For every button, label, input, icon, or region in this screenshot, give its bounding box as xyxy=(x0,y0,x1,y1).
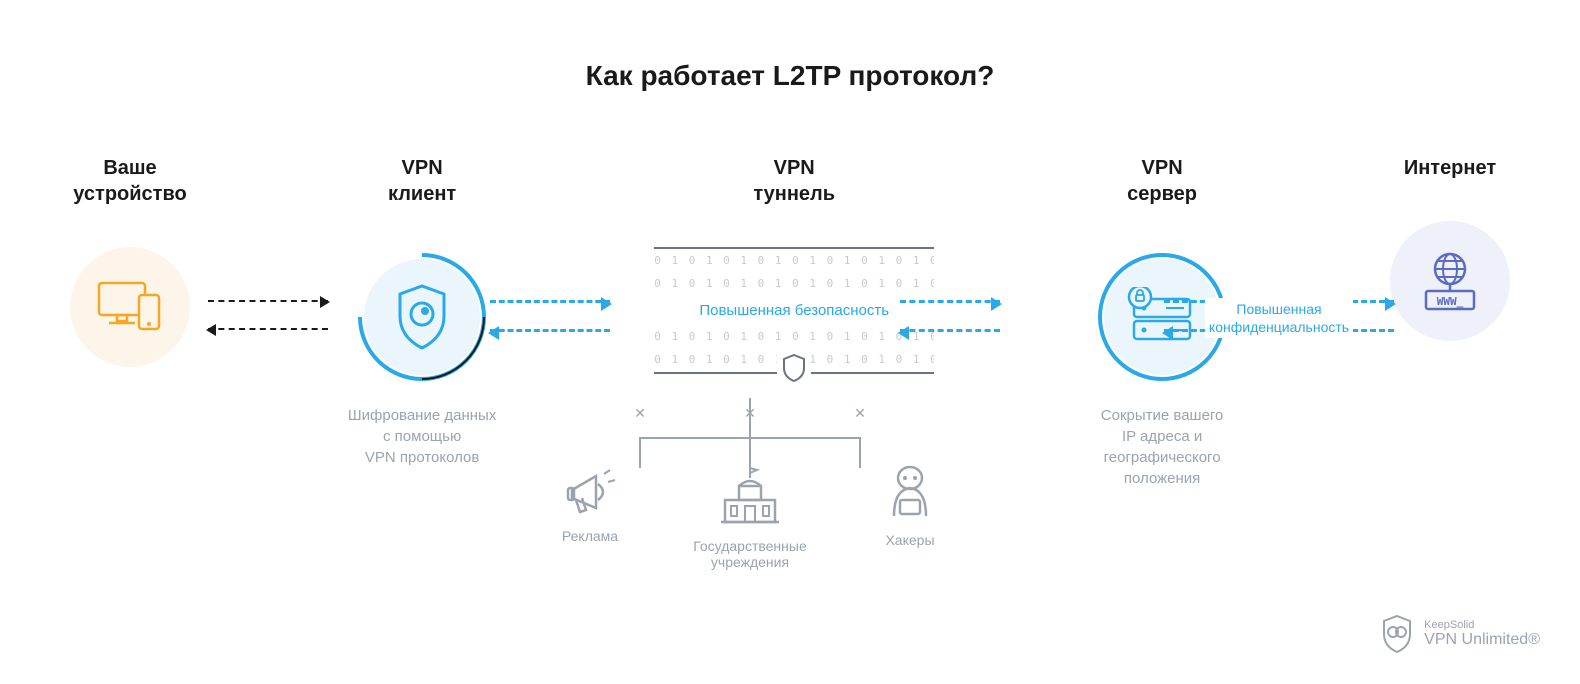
threat-gov: Государственные учреждения xyxy=(693,460,807,570)
node-client: VPN клиент Шифрование данных с помощью V… xyxy=(348,155,496,468)
diagram-title: Как работает L2TP протокол? xyxy=(0,0,1580,92)
tunnel-shield-icon xyxy=(777,353,811,388)
node-device-label: Ваше устройство xyxy=(73,155,186,207)
svg-text:WWW_: WWW_ xyxy=(1437,295,1464,308)
watermark-shield-icon xyxy=(1380,614,1414,654)
node-tunnel: VPN туннель 0 1 0 1 0 1 0 1 0 1 0 1 0 1 … xyxy=(654,155,934,374)
arrows-client-tunnel xyxy=(490,300,610,332)
tunnel-box: 0 1 0 1 0 1 0 1 0 1 0 1 0 1 0 1 0 1 0 0 … xyxy=(654,247,934,374)
threat-ads: Реклама xyxy=(560,460,620,570)
threat-hackers-label: Хакеры xyxy=(885,532,934,548)
threat-gov-label: Государственные учреждения xyxy=(693,538,807,570)
node-tunnel-label: VPN туннель xyxy=(753,155,835,207)
threats-row: Реклама Государственные учреждения Хакер… xyxy=(560,460,940,570)
node-device: Ваше устройство xyxy=(70,155,190,367)
watermark-product: VPN Unlimited® xyxy=(1424,631,1540,649)
watermark: KeepSolid VPN Unlimited® xyxy=(1380,614,1540,654)
client-icon xyxy=(352,247,492,387)
device-icon xyxy=(70,247,190,367)
tunnel-mid-label: Повышенная безопасность xyxy=(654,296,934,325)
tunnel-binary-top: 0 1 0 1 0 1 0 1 0 1 0 1 0 1 0 1 0 1 0 xyxy=(654,249,934,272)
arrows-server-internet: Повышенная конфиденциальность xyxy=(1164,300,1394,332)
arrow-server-internet-label: Повышенная конфиденциальность xyxy=(1205,298,1353,338)
threat-ads-label: Реклама xyxy=(562,528,618,544)
node-server-sub: Сокрытие вашего IP адреса и географическ… xyxy=(1101,405,1224,489)
node-internet: Интернет WWW_ xyxy=(1390,155,1510,341)
svg-text:✕: ✕ xyxy=(854,405,866,421)
threat-hackers: Хакеры xyxy=(880,460,940,570)
internet-icon: WWW_ xyxy=(1390,221,1510,341)
megaphone-icon xyxy=(560,460,620,520)
arrows-device-client xyxy=(208,300,328,330)
node-client-label: VPN клиент xyxy=(388,155,456,207)
threat-connectors: ✕ ✕ ✕ xyxy=(620,398,880,468)
node-internet-label: Интернет xyxy=(1404,155,1496,181)
svg-text:✕: ✕ xyxy=(744,405,756,421)
node-server-label: VPN сервер xyxy=(1127,155,1197,207)
arrows-tunnel-server xyxy=(900,300,1000,332)
watermark-brand: KeepSolid xyxy=(1424,619,1540,631)
svg-text:✕: ✕ xyxy=(634,405,646,421)
node-client-sub: Шифрование данных с помощью VPN протокол… xyxy=(348,405,496,468)
building-icon xyxy=(715,460,785,530)
hacker-icon xyxy=(880,460,940,524)
